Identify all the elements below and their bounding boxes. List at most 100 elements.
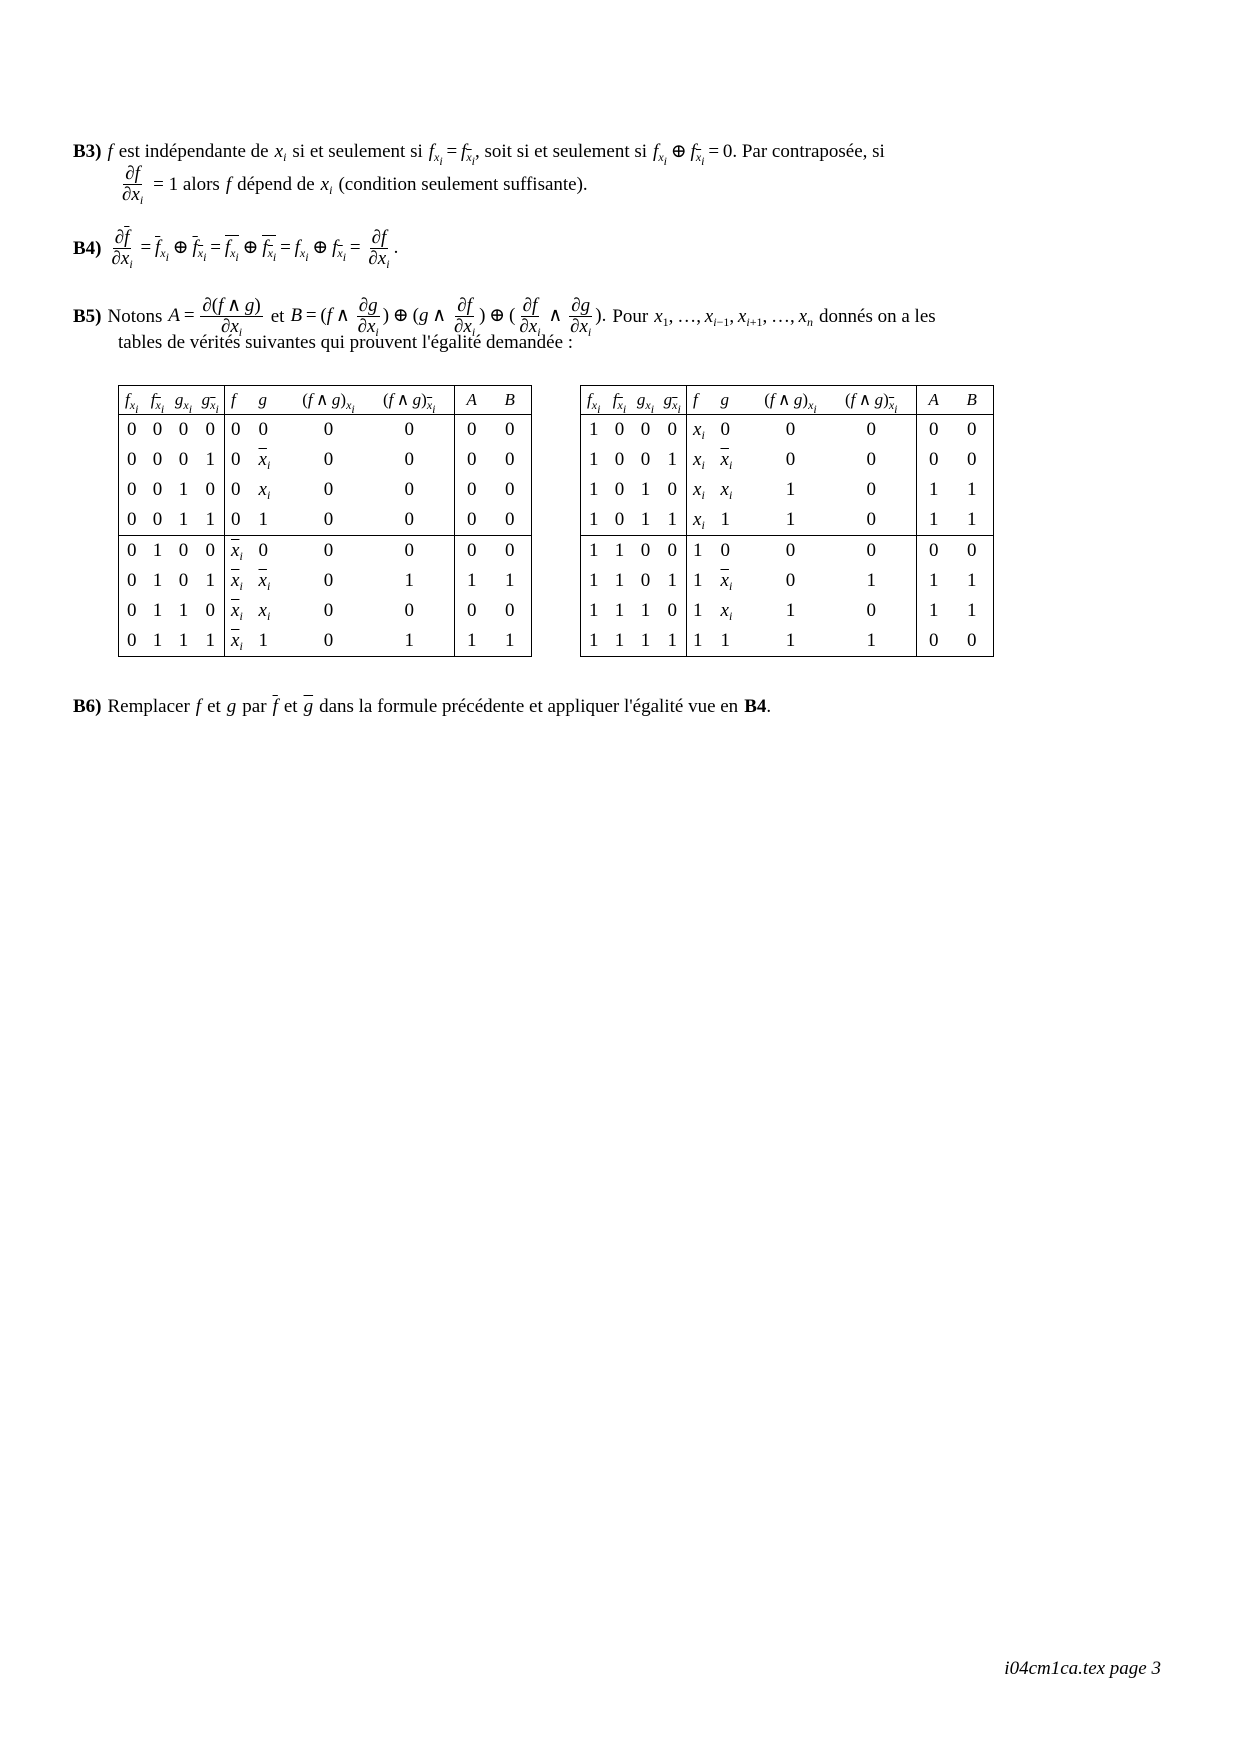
table-cell: 1 bbox=[686, 566, 715, 596]
table-cell: 0 bbox=[667, 419, 678, 440]
table-cell: 0 bbox=[640, 449, 651, 470]
table-cell: 1 bbox=[258, 630, 269, 651]
table-cell: 0 bbox=[224, 475, 253, 505]
table-cell: 0 bbox=[658, 535, 687, 566]
column-header-fxi: fxi bbox=[580, 385, 607, 415]
table-cell: 0 bbox=[967, 630, 977, 651]
table-row: 0 0 0 1 0 xi 0 0 0 0 bbox=[119, 445, 532, 475]
table-row: 0 1 1 1 xi 1 0 1 1 1 bbox=[119, 626, 532, 657]
table-cell: 0 bbox=[614, 479, 625, 500]
table-cell: xi bbox=[686, 475, 715, 505]
text: Pour bbox=[612, 305, 649, 327]
item-b5: B5) Notons A = ∂(f ∧ g) ∂xi et B = (f ∧ ∂… bbox=[73, 296, 1163, 355]
item-label: B5) bbox=[73, 305, 102, 327]
table-cell: 1 bbox=[205, 449, 216, 470]
text: = 1 alors bbox=[153, 173, 220, 195]
table-cell: 0 bbox=[323, 449, 334, 470]
table-cell: 0 bbox=[454, 505, 489, 536]
text: (condition seulement suffisante). bbox=[338, 173, 588, 195]
table-cell: 1 bbox=[606, 535, 633, 566]
table-cell: 0 bbox=[196, 535, 225, 566]
table-cell: xi bbox=[686, 414, 715, 445]
table-cell: 1 bbox=[667, 449, 678, 470]
table-cell: 1 bbox=[454, 626, 489, 657]
math: f bbox=[195, 696, 202, 717]
math: ∂f ∂xi bbox=[122, 163, 144, 207]
table-cell: 0 bbox=[866, 419, 877, 440]
table-row: 1 1 1 0 1 xi 1 0 1 1 bbox=[581, 596, 994, 626]
table-cell: 1 bbox=[589, 449, 599, 470]
table-cell: 0 bbox=[488, 535, 532, 566]
table-row: 0 1 0 1 xi xi 0 1 1 1 bbox=[119, 566, 532, 596]
table-cell: 1 bbox=[866, 570, 877, 591]
table-cell: 0 bbox=[404, 509, 415, 530]
text: dépend de bbox=[237, 173, 315, 195]
table-cell: xi bbox=[686, 505, 715, 536]
truth-table-right: fxi fxi gxi gxi f g (f ∧ g)xi (f ∧ g)xi A B 1 0 0 0 xi… bbox=[580, 385, 994, 657]
table-cell: 0 bbox=[323, 600, 334, 621]
table-cell: 0 bbox=[720, 419, 731, 440]
table-cell: 0 bbox=[127, 509, 137, 530]
table-cell: 0 bbox=[127, 419, 137, 440]
table-cell: 0 bbox=[866, 449, 877, 470]
table-cell: 1 bbox=[967, 479, 977, 500]
table-cell: 0 bbox=[454, 535, 489, 566]
table-cell: 0 bbox=[505, 479, 515, 500]
column-header-fxbar: fxi bbox=[606, 385, 633, 415]
table-cell: 0 bbox=[667, 600, 678, 621]
table-cell: 0 bbox=[714, 535, 755, 566]
table-cell: 0 bbox=[178, 419, 189, 440]
table-cell: 1 bbox=[916, 475, 951, 505]
table-row: 1 0 1 1 xi 1 1 0 1 1 bbox=[581, 505, 994, 536]
table-cell: 0 bbox=[224, 445, 253, 475]
math: fxi ⊕ fxi = 0 bbox=[653, 141, 733, 168]
table-cell: 0 bbox=[754, 535, 827, 566]
column-header-g: g bbox=[252, 385, 293, 415]
table-cell: 0 bbox=[127, 630, 137, 651]
text: et bbox=[207, 696, 221, 717]
column-header-gxi: gxi bbox=[170, 385, 197, 415]
table-cell: 1 bbox=[916, 505, 951, 536]
table-row: 1 1 0 1 1 xi 0 1 1 1 bbox=[581, 566, 994, 596]
text: . bbox=[766, 696, 772, 717]
math: f bbox=[225, 173, 232, 195]
table-cell: 1 bbox=[178, 509, 189, 530]
column-header-fxi: fxi bbox=[118, 385, 145, 415]
table-cell: xi bbox=[720, 479, 733, 502]
column-header-fg-xi: (f ∧ g)xi bbox=[292, 385, 365, 415]
table-cell: 1 bbox=[640, 479, 651, 500]
table-cell: 1 bbox=[916, 596, 951, 626]
table-cell: 0 bbox=[323, 479, 334, 500]
table-cell: 0 bbox=[640, 570, 651, 591]
table-cell: 0 bbox=[323, 630, 334, 651]
table-cell: 0 bbox=[152, 449, 163, 470]
table-cell: 0 bbox=[454, 475, 489, 505]
text: , soit si et seulement si bbox=[475, 141, 648, 162]
column-header-f: f bbox=[686, 385, 715, 415]
table-row: 1 0 0 1 xi xi 0 0 0 0 bbox=[581, 445, 994, 475]
table-cell: xi bbox=[720, 570, 733, 593]
table-cell: 1 bbox=[967, 509, 977, 530]
table-cell: 1 bbox=[505, 630, 515, 651]
table-cell: xi bbox=[720, 600, 733, 623]
table-cell: xi bbox=[224, 626, 253, 657]
table-cell: 1 bbox=[785, 479, 796, 500]
table-cell: 1 bbox=[785, 600, 796, 621]
table-cell: 1 bbox=[589, 509, 599, 530]
math: f bbox=[272, 696, 278, 717]
table-cell: xi bbox=[686, 445, 715, 475]
table-cell: 1 bbox=[640, 600, 651, 621]
table-cell: 0 bbox=[640, 419, 651, 440]
column-header-g: g bbox=[714, 385, 755, 415]
table-cell: 0 bbox=[252, 535, 293, 566]
table-cell: 0 bbox=[170, 535, 197, 566]
text: dans la formule précédente et appliquer … bbox=[319, 696, 739, 717]
table-cell: 0 bbox=[614, 509, 625, 530]
table-cell: 0 bbox=[178, 449, 189, 470]
table-cell: 0 bbox=[866, 600, 877, 621]
table-cell: 0 bbox=[152, 479, 163, 500]
math: A = ∂(f ∧ g) ∂xi bbox=[168, 295, 263, 339]
reference: B4 bbox=[744, 696, 767, 717]
math: xi bbox=[274, 141, 287, 164]
